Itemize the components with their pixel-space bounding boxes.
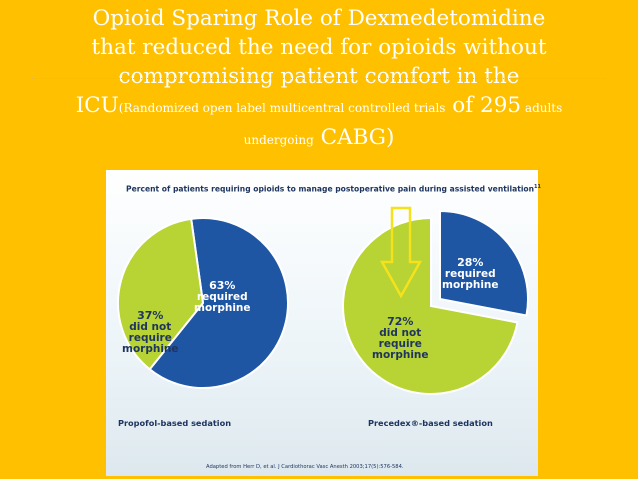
title-icu: ICU — [75, 93, 119, 118]
title-of: of — [445, 93, 481, 118]
title-line-3: compromising patient comfort in the — [118, 64, 520, 89]
pie2-slice-green-label: 72% did not require morphine — [372, 316, 429, 361]
pie2-blue-desc-1: required — [444, 268, 496, 280]
title-line-1: Opioid Sparing Role of Dexmedetomidine — [92, 6, 546, 31]
pie-charts — [117, 206, 529, 395]
title-line-2: that reduced the need for opioids withou… — [91, 35, 547, 60]
pie1-blue-pct: 63% — [209, 279, 236, 292]
pie1-green-desc-1: did not — [129, 321, 172, 333]
chart-panel: Percent of patients requiring opioids to… — [106, 170, 541, 476]
title-undergoing: undergoing — [243, 133, 314, 147]
title-cabg: CABG) — [313, 125, 395, 150]
pie2-green-desc-3: morphine — [372, 349, 429, 361]
pie2-green-pct: 72% — [387, 315, 414, 328]
pie1-green-desc-2: require — [128, 332, 172, 344]
pie1-slice-green — [117, 217, 205, 371]
pie1-slice-blue — [148, 217, 289, 389]
pie1-green-desc-3: morphine — [122, 343, 179, 355]
pie1-blue-desc-1: required — [196, 291, 248, 303]
source-note: Adapted from Herr D, et al. J Cardiothor… — [206, 464, 404, 470]
pie2-slice-blue-label: 28% required morphine — [442, 257, 499, 291]
pie1-blue-desc-2: morphine — [194, 302, 251, 314]
title-count: 295 — [480, 93, 522, 118]
chart-title-ref: 11 — [534, 184, 542, 190]
title-trial-note: (Randomized open label multicentral cont… — [118, 101, 446, 115]
chart-title-text: Percent of patients requiring opioids to… — [126, 184, 535, 194]
pie2-green-desc-1: did not — [379, 327, 422, 339]
pie1-slice-blue-label: 63% required morphine — [194, 280, 251, 314]
pie1-caption: Propofol-based sedation — [118, 418, 232, 428]
title-line-5: undergoing CABG) — [0, 123, 638, 155]
title-divider — [32, 78, 606, 79]
pie2-green-desc-2: require — [378, 338, 422, 350]
chart-title: Percent of patients requiring opioids to… — [126, 184, 541, 194]
pie2-caption: Precedex®-based sedation — [368, 418, 493, 428]
title-line-4: ICU(Randomized open label multicentral c… — [0, 91, 638, 123]
pie2-blue-pct: 28% — [457, 256, 484, 269]
pie1-green-pct: 37% — [137, 309, 164, 322]
pie2-blue-desc-2: morphine — [442, 279, 499, 291]
title-adults: adults — [521, 101, 563, 115]
down-arrow-icon — [379, 206, 423, 299]
pie1-slice-green-label: 37% did not require morphine — [122, 310, 179, 355]
slide-title: Opioid Sparing Role of Dexmedetomidine t… — [0, 4, 638, 155]
pie2-slice-blue — [439, 209, 529, 317]
